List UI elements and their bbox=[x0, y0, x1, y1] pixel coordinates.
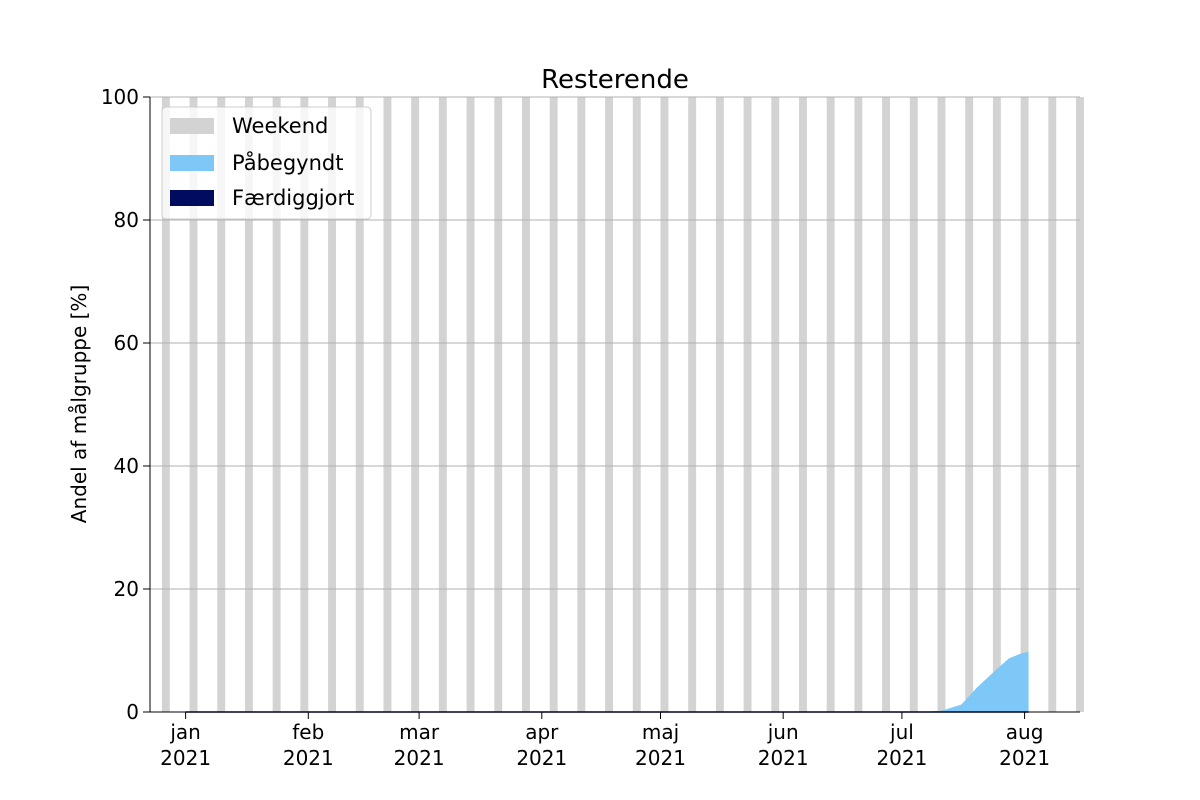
weekend-bar bbox=[383, 97, 392, 712]
weekend-bar bbox=[799, 97, 807, 712]
legend-swatch-weekend bbox=[170, 118, 214, 134]
weekend-bar bbox=[300, 97, 309, 712]
x-tick-label-month: apr bbox=[525, 720, 559, 744]
legend: Weekend Påbegyndt Færdiggjort bbox=[161, 106, 372, 220]
y-axis-label: Andel af målgruppe [%] bbox=[67, 285, 91, 523]
x-tick-label-month: maj bbox=[642, 720, 679, 744]
weekend-bar bbox=[438, 97, 447, 712]
x-tick-label-year: 2021 bbox=[876, 746, 927, 770]
weekend-bar bbox=[715, 97, 724, 712]
weekend-bar bbox=[992, 97, 1001, 712]
x-tick-label-month: feb bbox=[292, 720, 324, 744]
weekend-bar bbox=[660, 97, 669, 712]
weekend-bar bbox=[549, 97, 558, 712]
legend-label-weekend: Weekend bbox=[232, 114, 328, 138]
weekend-bar bbox=[272, 97, 281, 712]
x-tick-label-month: jul bbox=[889, 720, 914, 744]
x-tick-label-year: 2021 bbox=[394, 746, 445, 770]
weekend-bar bbox=[965, 97, 974, 712]
weekend-bar bbox=[605, 97, 614, 712]
x-tick-label-year: 2021 bbox=[758, 746, 809, 770]
weekend-bar bbox=[355, 97, 364, 712]
y-tick-label: 80 bbox=[114, 208, 139, 232]
weekend-bar bbox=[688, 97, 697, 712]
weekend-bar bbox=[1020, 97, 1029, 712]
x-tick-label-month: mar bbox=[399, 720, 440, 744]
weekend-bar bbox=[189, 97, 198, 712]
y-tick-label: 100 bbox=[101, 85, 139, 109]
x-tick-label-year: 2021 bbox=[999, 746, 1050, 770]
x-tick-label-year: 2021 bbox=[516, 746, 567, 770]
weekend-bar bbox=[937, 97, 946, 712]
chart-title: Resterende bbox=[541, 65, 689, 95]
weekend-bar bbox=[217, 97, 226, 712]
weekend-bar bbox=[771, 97, 780, 712]
legend-label-paabegyndt: Påbegyndt bbox=[232, 150, 343, 175]
weekend-bar bbox=[494, 97, 503, 712]
weekend-bar bbox=[1076, 97, 1084, 712]
weekend-bar bbox=[522, 97, 530, 712]
x-tick-label-year: 2021 bbox=[283, 746, 334, 770]
weekend-bar bbox=[826, 97, 835, 712]
weekend-bar bbox=[909, 97, 918, 712]
y-tick-label: 40 bbox=[114, 454, 139, 478]
y-tick-label: 20 bbox=[114, 577, 139, 601]
weekend-bar bbox=[632, 97, 641, 712]
weekend-bars bbox=[161, 97, 1084, 712]
legend-swatch-faerdiggjort bbox=[170, 190, 214, 206]
weekend-bar bbox=[577, 97, 586, 712]
weekend-bar bbox=[411, 97, 420, 712]
x-tick-label-year: 2021 bbox=[635, 746, 686, 770]
x-tick-label-month: jan bbox=[169, 720, 201, 744]
x-tick-label-month: aug bbox=[1006, 720, 1044, 744]
gridlines bbox=[150, 96, 1080, 590]
legend-label-faerdiggjort: Færdiggjort bbox=[232, 186, 354, 210]
weekend-bar bbox=[1048, 97, 1057, 712]
weekend-bar bbox=[328, 97, 336, 712]
legend-swatch-paabegyndt bbox=[170, 155, 214, 171]
x-tick-label-month: jun bbox=[767, 720, 799, 744]
weekend-bar bbox=[161, 97, 170, 712]
x-tick-label-year: 2021 bbox=[160, 746, 211, 770]
weekend-bar bbox=[466, 97, 475, 712]
axes: 020406080100jan2021feb2021mar2021apr2021… bbox=[101, 85, 1080, 770]
weekend-bar bbox=[854, 97, 863, 712]
legend-frame bbox=[161, 106, 372, 220]
y-tick-label: 60 bbox=[114, 331, 139, 355]
weekend-bar bbox=[743, 97, 752, 712]
weekend-bar bbox=[882, 97, 891, 712]
y-tick-label: 0 bbox=[126, 700, 139, 724]
weekend-bar bbox=[244, 97, 253, 712]
